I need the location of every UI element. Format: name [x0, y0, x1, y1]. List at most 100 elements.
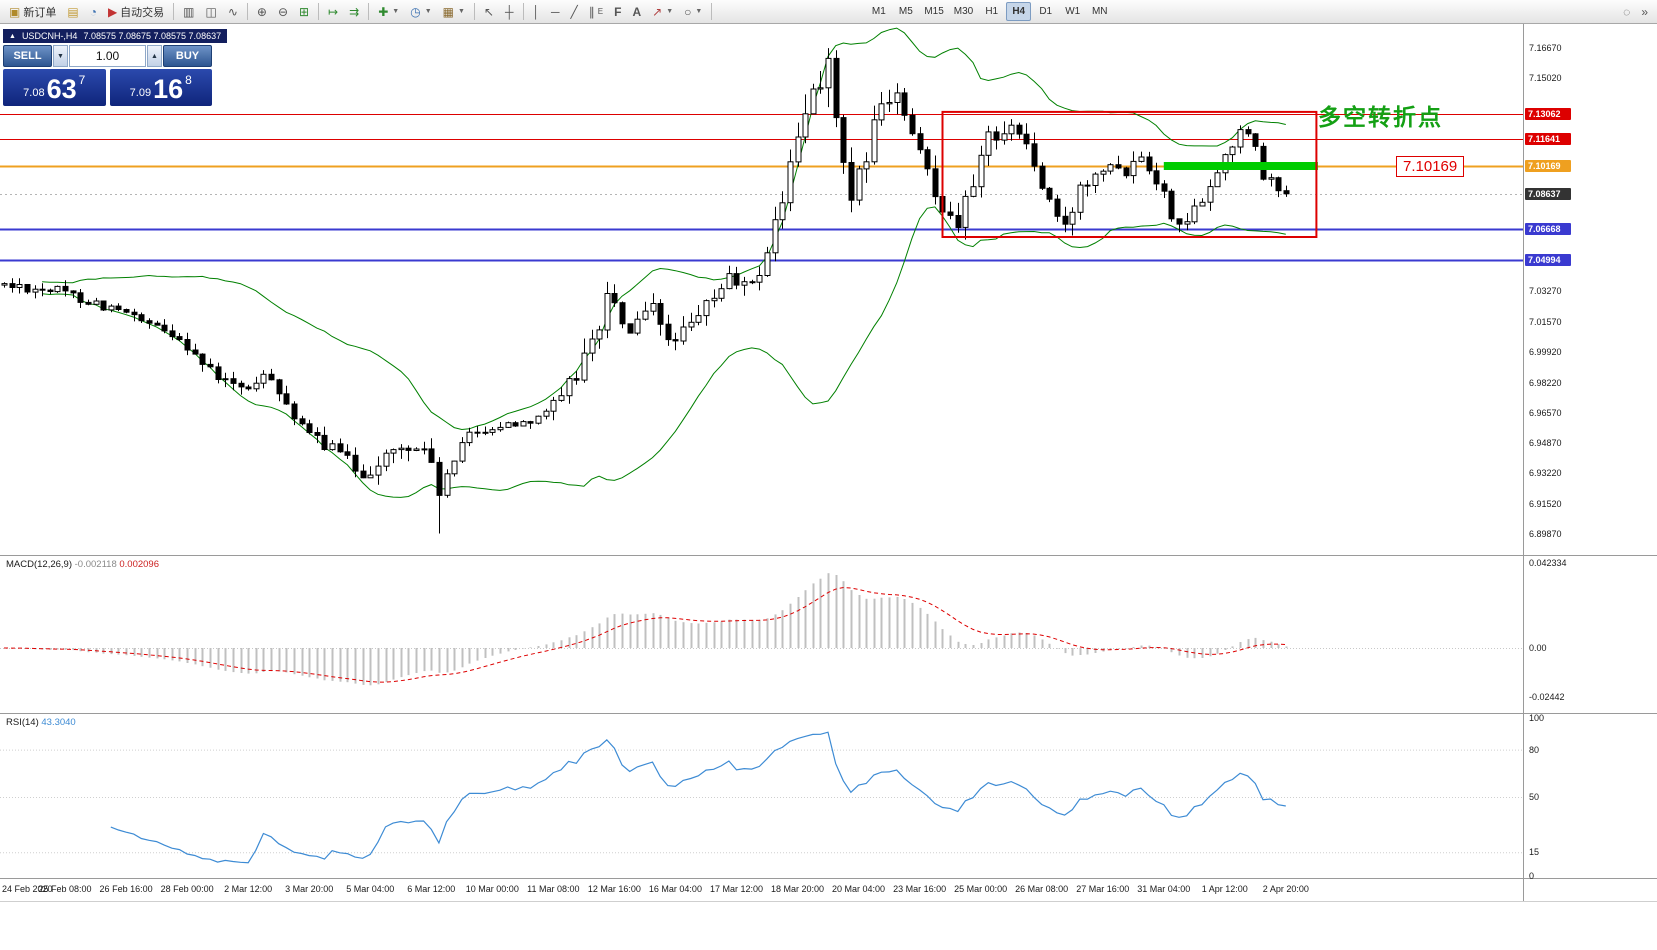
time-axis-label: 1 Apr 12:00: [1201, 884, 1248, 894]
shapes-button[interactable]: ○ ▼: [679, 2, 707, 22]
timeframe-w1[interactable]: W1: [1065, 6, 1081, 17]
periods-button[interactable]: ◷ ▼: [405, 2, 436, 22]
new-order-icon: ▣: [9, 4, 21, 19]
macd-chart[interactable]: [0, 556, 1523, 713]
symbol-info-bar[interactable]: ▲ USDCNH-,H4 7.08575 7.08675 7.08575 7.0…: [3, 29, 228, 43]
crosshair-button[interactable]: ┼: [500, 2, 519, 22]
timeframe-toolbar: M1 M5 M15 M30 H1 H4 D1 W1 MN: [866, 2, 1112, 21]
bollinger-lower-band[interactable]: [42, 206, 1286, 498]
volume-decrement-button[interactable]: ▼: [53, 45, 68, 67]
time-axis-label: 20 Mar 04:00: [832, 884, 886, 894]
time-axis-label: 25 Feb 08:00: [38, 884, 92, 894]
trendline-icon: ╱: [570, 4, 578, 19]
price-axis-border: [1523, 24, 1524, 901]
arrows-button[interactable]: ↗ ▼: [647, 2, 678, 22]
macd-axis-label: 0.042334: [1529, 557, 1567, 568]
auto-scroll-button[interactable]: ⇉: [344, 2, 364, 22]
zoom-in-button[interactable]: ⊕: [252, 2, 272, 22]
fibonacci-icon: F: [614, 4, 622, 19]
chart-shift-button[interactable]: ↦: [323, 2, 343, 22]
one-click-trading-panel: SELL ▼ 1.00 ▲ BUY 7.08 63 7 7.09 16 8: [3, 45, 212, 106]
new-order-button[interactable]: ▣ 新订单: [4, 2, 61, 22]
price-axis-label: 7.03270: [1529, 286, 1562, 297]
timeframe-m30[interactable]: M30: [953, 6, 974, 17]
timeframe-d1[interactable]: D1: [1039, 6, 1053, 17]
level-price-tag: 7.11641: [1525, 133, 1571, 146]
fibonacci-button[interactable]: F: [609, 2, 626, 22]
buy-button[interactable]: BUY: [163, 45, 212, 67]
cursor-button[interactable]: ↖: [479, 2, 499, 22]
rsi-chart[interactable]: [0, 714, 1523, 878]
candlestick-chart-icon: ◫: [205, 4, 217, 19]
rsi-line: [110, 731, 1286, 864]
chevron-down-icon: ▼: [695, 8, 703, 15]
main-price-chart[interactable]: [0, 24, 1523, 555]
support-highlight-zone[interactable]: [1163, 162, 1318, 170]
buy-price-sup: 8: [185, 73, 192, 87]
price-callout-label[interactable]: 7.10169: [1396, 156, 1465, 177]
rsi-axis-label: 100: [1529, 713, 1545, 723]
data-window-icon: ◔: [89, 4, 97, 19]
turning-point-annotation[interactable]: 多空转折点: [1318, 104, 1443, 130]
line-chart-button[interactable]: ∿: [223, 2, 243, 22]
bar-chart-button[interactable]: ▥: [178, 2, 199, 22]
time-axis-label: 18 Mar 20:00: [770, 884, 825, 894]
panel-separator[interactable]: [0, 713, 1657, 714]
collapse-icon[interactable]: ▲: [9, 32, 16, 40]
price-axis-label: 6.91520: [1529, 499, 1562, 510]
auto-trading-button[interactable]: ▶ 自动交易: [103, 2, 169, 22]
indicators-button[interactable]: ✚ ▼: [373, 2, 404, 22]
price-axis-label: 6.96570: [1529, 407, 1562, 418]
horizontal-line-button[interactable]: ─: [546, 2, 565, 22]
data-window-button[interactable]: ◔: [85, 2, 102, 22]
sell-price-display[interactable]: 7.08 63 7: [3, 69, 106, 106]
chevron-down-icon: ▼: [666, 8, 674, 15]
chevron-down-icon: ▼: [424, 8, 432, 15]
top-toolbar: ▣ 新订单 ▤ ◔ ▶ 自动交易 ▥ ◫ ∿ ⊕ ⊖ ⊞ ↦ ⇉ ✚ ▼ ◷ ▼ ▦…: [0, 0, 1657, 24]
equidistant-channel-button[interactable]: ∥ E: [584, 2, 608, 22]
vertical-line-button[interactable]: │: [528, 2, 546, 22]
tile-windows-button[interactable]: ⊞: [294, 2, 314, 22]
time-axis[interactable]: 24 Feb 2020 25 Feb 08:00 26 Feb 16:00 28 Fe…: [0, 879, 1523, 901]
bar-chart-icon: ▥: [183, 4, 195, 19]
templates-button[interactable]: ▦ ▼: [438, 2, 470, 22]
volume-increment-button[interactable]: ▲: [147, 45, 162, 67]
level-price-tag: 7.04994: [1525, 253, 1571, 266]
rsi-axis-label: 15: [1529, 847, 1540, 858]
buy-price-display[interactable]: 7.09 16 8: [109, 69, 212, 106]
price-axis[interactable]: 7.16670 7.15020 7.03270 7.01570 6.99920 6.982…: [1524, 0, 1657, 950]
toolbar-overflow-button[interactable]: »: [1636, 2, 1653, 22]
search-button[interactable]: ◌: [1618, 2, 1635, 22]
trendline-button[interactable]: ╱: [566, 2, 583, 22]
time-axis-label: 11 Mar 08:00: [527, 884, 580, 894]
arrows-icon: ↗: [652, 4, 663, 19]
macd-value-signal: 0.002096: [119, 559, 159, 570]
panel-separator[interactable]: [0, 878, 1657, 879]
sell-button[interactable]: SELL: [3, 45, 52, 67]
timeframe-m15[interactable]: M15: [924, 6, 944, 17]
window-bottom-edge: [0, 901, 1657, 902]
channel-e-label: E: [597, 7, 604, 16]
candlestick-chart-button[interactable]: ◫: [201, 2, 222, 22]
time-axis-label: 23 Mar 16:00: [893, 884, 947, 894]
market-watch-button[interactable]: ▤: [62, 2, 83, 22]
macd-value-main: -0.002118: [74, 559, 117, 570]
text-label-button[interactable]: A: [627, 2, 646, 22]
zoom-out-icon: ⊖: [277, 4, 289, 19]
time-axis-label: 16 Mar 04:00: [648, 884, 702, 894]
timeframe-mn[interactable]: MN: [1091, 6, 1108, 17]
timeframe-m5[interactable]: M5: [898, 6, 913, 17]
timeframe-h4[interactable]: H4: [1006, 2, 1032, 21]
volume-input[interactable]: 1.00: [69, 45, 146, 67]
timeframe-m1[interactable]: M1: [871, 6, 886, 17]
consolidation-box[interactable]: [941, 110, 1318, 238]
toolbar-separator: [368, 3, 370, 20]
cursor-icon: ↖: [483, 4, 494, 19]
zoom-out-button[interactable]: ⊖: [273, 2, 293, 22]
macd-axis-label: -0.02442: [1529, 692, 1565, 703]
time-axis-label: 25 Mar 00:00: [954, 884, 1008, 894]
time-axis-label: 5 Mar 04:00: [346, 884, 395, 894]
panel-separator[interactable]: [0, 555, 1657, 556]
timeframe-h1[interactable]: H1: [985, 6, 999, 17]
time-axis-label: 27 Mar 16:00: [1076, 884, 1130, 894]
